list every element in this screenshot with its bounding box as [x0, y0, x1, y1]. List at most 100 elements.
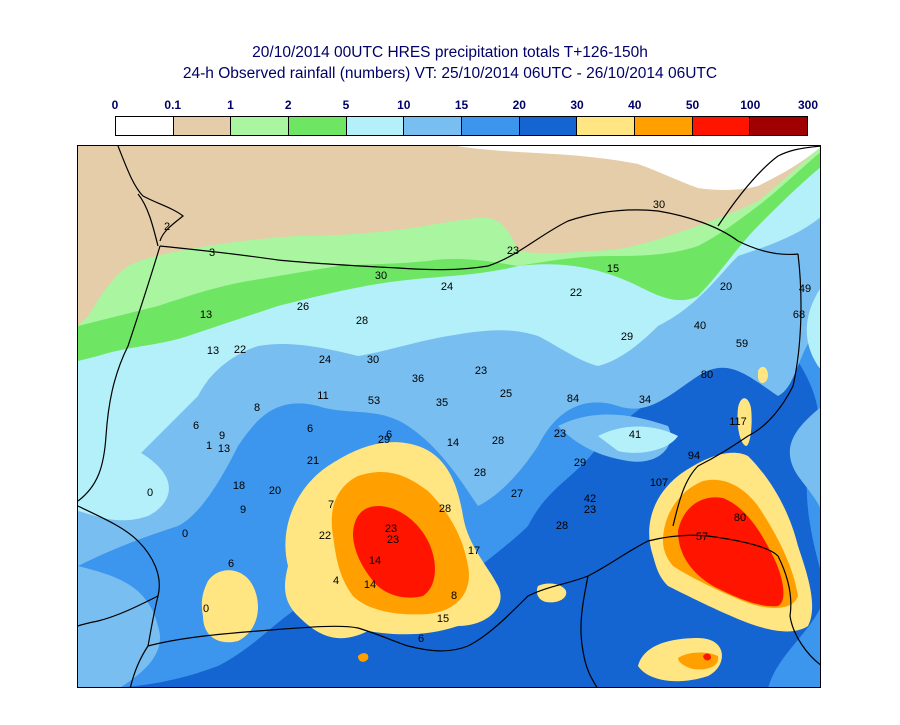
observation-value: 41 [629, 429, 641, 441]
observation-value: 8 [254, 402, 260, 414]
legend-tick-label: 100 [740, 98, 761, 112]
observation-value: 57 [696, 531, 708, 543]
legend-swatch [635, 117, 693, 135]
observation-value: 24 [441, 281, 453, 293]
legend-swatch [577, 117, 636, 135]
blob-s-orange [358, 653, 369, 662]
observation-value: 59 [736, 338, 748, 350]
observation-value: 28 [492, 435, 504, 447]
observation-value: 36 [412, 373, 424, 385]
precipitation-map: 2 3 30 24 23 30 15 22 20 49 68 40 29 59 13 26 28 13 22 24 30… [77, 145, 821, 688]
core-east-50-100 [678, 497, 784, 607]
cell-east-dot [758, 366, 768, 384]
observation-value: 6 [386, 429, 392, 441]
legend-swatch [750, 117, 808, 135]
observation-value: 11 [317, 390, 328, 402]
observation-value: 8 [451, 590, 457, 602]
precipitation-legend [115, 116, 808, 136]
observation-value: 22 [570, 287, 582, 299]
blob-30-40-s [536, 583, 567, 603]
observation-value: 28 [474, 467, 486, 479]
field-0-0.1 [458, 146, 820, 191]
field-5-10-east [806, 289, 820, 369]
observation-value: 107 [650, 477, 668, 489]
field-10-15-east [789, 407, 820, 508]
observation-value: 30 [367, 354, 379, 366]
legend-tick-labels: 0 0.1 1 2 5 10 15 20 30 40 50 100 300 [0, 98, 900, 116]
legend-swatch [231, 117, 290, 135]
observation-value: 29 [574, 457, 586, 469]
legend-swatch [289, 117, 347, 135]
observation-value: 6 [193, 420, 199, 432]
observation-value: 22 [319, 530, 331, 542]
observation-value: 14 [364, 579, 376, 591]
observation-value: 3 [209, 247, 215, 259]
observation-value: 6 [418, 633, 424, 645]
observation-value: 18 [233, 480, 245, 492]
observation-value: 20 [720, 281, 732, 293]
observation-value: 13 [218, 443, 230, 455]
legend-tick-label: 2 [284, 98, 292, 112]
legend-tick-label: 10 [397, 98, 411, 112]
observation-value: 30 [653, 199, 665, 211]
observation-value: 29 [621, 331, 633, 343]
observation-value: 68 [793, 309, 805, 321]
observation-value: 23 [385, 523, 397, 535]
observation-value: 0 [147, 487, 153, 499]
country-borders [78, 146, 820, 687]
legend-tick-label: 20 [512, 98, 526, 112]
observation-value: 94 [688, 450, 700, 462]
legend-tick-label: 1 [227, 98, 234, 112]
observation-value: 9 [219, 430, 225, 442]
observation-value: 28 [556, 520, 568, 532]
blob-30-40-sw [201, 570, 258, 643]
observation-value: 29 [378, 434, 390, 446]
observation-value: 49 [799, 283, 811, 295]
field-5-10-west [78, 442, 169, 521]
blob-se-50-100 [703, 653, 711, 661]
observation-value: 0 [203, 603, 209, 615]
observation-value: 9 [240, 504, 246, 516]
observation-value: 23 [584, 504, 596, 516]
observation-value: 30 [375, 270, 387, 282]
legend-swatch [462, 117, 520, 135]
observation-value: 1 [206, 440, 212, 452]
legend-tick-label: 50 [685, 98, 700, 112]
observation-value: 23 [387, 534, 399, 546]
observation-value: 53 [368, 395, 380, 407]
observation-value: 14 [447, 437, 459, 449]
observation-value: 27 [511, 488, 523, 500]
core-50-100 [353, 506, 435, 598]
observation-value: 26 [297, 301, 309, 313]
observation-value: 28 [356, 315, 368, 327]
observation-value: 84 [567, 393, 579, 405]
legend-tick-label: 300 [797, 98, 819, 112]
map-title-line1: 20/10/2014 00UTC HRES precipitation tota… [252, 44, 648, 61]
observation-value: 2 [164, 221, 170, 233]
legend-swatch [346, 117, 405, 135]
observation-value: 6 [307, 423, 313, 435]
observation-value: 117 [729, 416, 747, 428]
cell-east-north [737, 398, 752, 446]
observation-value: 15 [437, 613, 449, 625]
field-10-15-lower [78, 566, 160, 687]
observation-value: 13 [200, 309, 212, 321]
observation-value: 0 [182, 528, 188, 540]
legend-swatch [692, 117, 751, 135]
field-0.1-1 [78, 146, 820, 326]
legend-tick-label: 0.1 [164, 98, 182, 112]
observation-value: 17 [468, 545, 480, 557]
observation-value: 80 [734, 512, 746, 524]
observation-value: 35 [436, 397, 448, 409]
legend-tick-label: 30 [570, 98, 584, 112]
legend-tick-label: 0 [111, 98, 119, 112]
observation-value: 4 [333, 575, 339, 587]
observation-value: 6 [228, 558, 234, 570]
observation-value: 13 [207, 345, 219, 357]
map-title-line2: 24-h Observed rainfall (numbers) VT: 25/… [182, 65, 718, 82]
legend-swatch [404, 117, 463, 135]
field-5-10-spot [598, 426, 678, 453]
observation-value: 14 [369, 555, 381, 567]
observation-value: 7 [328, 499, 334, 511]
observation-value: 24 [319, 354, 331, 366]
